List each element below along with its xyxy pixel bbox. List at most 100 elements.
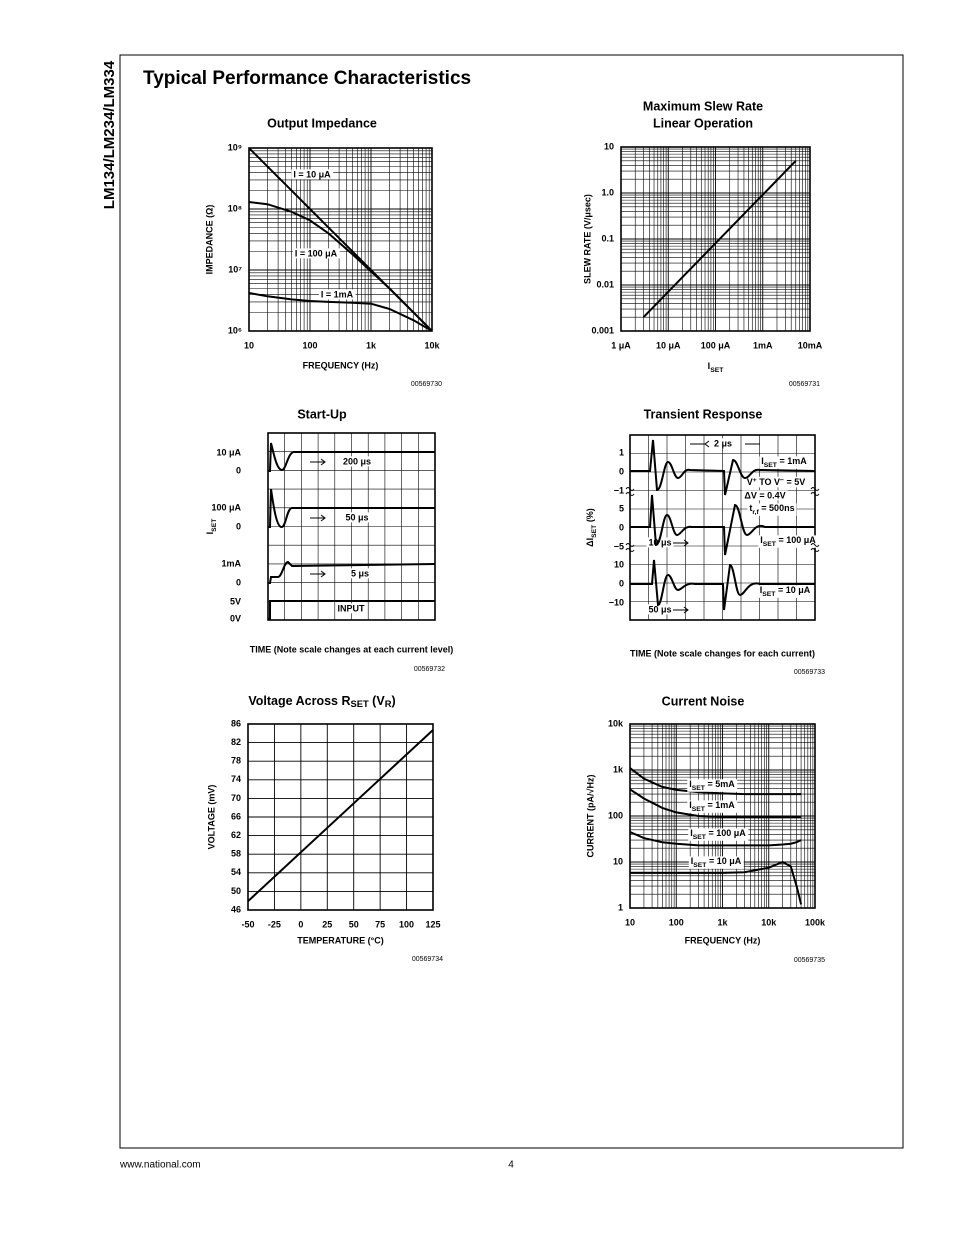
chart-title: Voltage Across RSET (VR): [248, 694, 395, 709]
y-axis-label: ΔISET (%): [585, 508, 597, 547]
arrow: [310, 458, 326, 466]
level-label: 0V: [230, 613, 241, 623]
annotation-part: = 1mA: [705, 800, 735, 810]
y-tick-label: 66: [231, 811, 241, 821]
chart-title: Output Impedance: [267, 116, 377, 130]
annotation: tr,f = 500ns: [749, 503, 794, 515]
x-tick-label: 0: [298, 919, 303, 929]
annotation-part: = 100 μA: [706, 828, 746, 838]
figure-id: 00569734: [412, 956, 443, 963]
level-label: −1: [614, 485, 624, 495]
level-label: 10: [614, 559, 624, 569]
x-tick-label: 100k: [805, 917, 826, 927]
level-label: 1: [619, 447, 624, 457]
level-label: 0: [236, 465, 241, 475]
annotation-bg: [291, 169, 334, 180]
y-tick-label: 10⁹: [228, 142, 242, 152]
x-tick-label: 50: [349, 919, 359, 929]
annotation: 50 μs: [345, 512, 368, 522]
annotation-part: V: [747, 477, 753, 487]
annotation: ISET = 10 μA: [760, 585, 811, 597]
level-label: 0: [619, 522, 624, 532]
annotation-part: SET: [692, 785, 706, 792]
series-line: [249, 292, 432, 331]
level-label: 0: [619, 466, 624, 476]
level-label: −10: [609, 597, 624, 607]
plot-frame: [629, 723, 816, 909]
y-axis-label: IMPEDANCE (Ω): [204, 205, 214, 275]
y-tick-label: 62: [231, 830, 241, 840]
y-tick-label: 10⁶: [228, 325, 242, 335]
side-title: LM134/LM234/LM334: [101, 60, 118, 209]
chart-title-part: Voltage Across R: [248, 694, 350, 708]
x-tick-label: 10: [625, 917, 635, 927]
y-tick-label: 74: [231, 774, 241, 784]
level-label: 0: [236, 577, 241, 587]
annotation-part: −: [780, 477, 784, 484]
x-tick-label: 10mA: [798, 340, 823, 350]
x-tick-label: -25: [268, 919, 281, 929]
y-tick-label: 78: [231, 756, 241, 766]
x-tick-label: 100: [302, 340, 317, 350]
annotation: ISET = 100 μA: [690, 828, 746, 840]
x-tick-label: 100 μA: [701, 340, 731, 350]
series-line: [630, 831, 802, 847]
annotation-bg: [335, 603, 368, 614]
annotation-bg: [646, 537, 674, 548]
series-line: [248, 729, 433, 902]
annotation-part: = 10 μA: [775, 585, 810, 595]
annotation-part: = 5mA: [705, 779, 735, 789]
annotation: ISET = 1mA: [761, 456, 807, 468]
x-tick-label: 100: [669, 917, 684, 927]
x-tick-label: -50: [241, 919, 254, 929]
y-tick-label: 50: [231, 886, 241, 896]
chart-title: Start-Up: [297, 407, 347, 421]
arrow: [673, 539, 689, 547]
level-label: 5: [619, 503, 624, 513]
x-axis-label-part: I: [708, 361, 711, 371]
y-tick-label: 10: [604, 141, 614, 151]
annotation-part: I: [691, 856, 694, 866]
series-line: [642, 160, 797, 318]
level-label: 5V: [230, 596, 241, 606]
arrow: [310, 570, 326, 578]
plot-frame: [248, 147, 433, 332]
y-tick-label: 0.1: [601, 233, 614, 243]
y-tick-label: 10: [613, 856, 623, 866]
plot-frame: [620, 146, 811, 332]
arrow: [690, 440, 760, 448]
series-line: [249, 201, 432, 331]
y-tick-label: 100: [608, 810, 623, 820]
waveform: [630, 559, 815, 611]
figure-id: 00569735: [794, 957, 825, 964]
level-label: 100 μA: [211, 502, 241, 512]
x-tick-label: 1mA: [753, 340, 773, 350]
annotation-bg: [687, 800, 738, 813]
annotation-part: I: [760, 585, 763, 595]
y-tick-label: 1.0: [601, 187, 614, 197]
annotation-part: I: [761, 456, 764, 466]
annotation: I = 10 μA: [293, 169, 331, 179]
x-axis-label: TIME (Note scale changes for each curren…: [630, 648, 815, 658]
annotation-bg: [757, 585, 813, 598]
annotation-bg: [688, 828, 749, 841]
annotation-part: = 10 μA: [706, 856, 741, 866]
chart-title: Maximum Slew Rate: [643, 99, 763, 113]
chart-subtitle: Linear Operation: [653, 116, 753, 130]
x-axis-label: FREQUENCY (Hz): [685, 935, 761, 945]
y-tick-label: 70: [231, 793, 241, 803]
annotation-bg: [711, 438, 735, 449]
annotation: I = 100 μA: [295, 248, 338, 258]
annotation-bg: [340, 456, 374, 467]
x-tick-label: 100: [399, 919, 414, 929]
annotation-part: TO V: [757, 477, 780, 487]
annotation: 2 μs: [714, 438, 732, 448]
series-line: [630, 788, 802, 818]
annotation-bg: [759, 456, 810, 469]
level-label: 10 μA: [216, 447, 241, 457]
y-tick-label: 0.001: [591, 325, 614, 335]
x-tick-label: 75: [375, 919, 385, 929]
annotation: ISET = 10 μA: [691, 856, 742, 868]
plot-frame: [247, 723, 434, 911]
annotation-bg: [742, 490, 788, 501]
